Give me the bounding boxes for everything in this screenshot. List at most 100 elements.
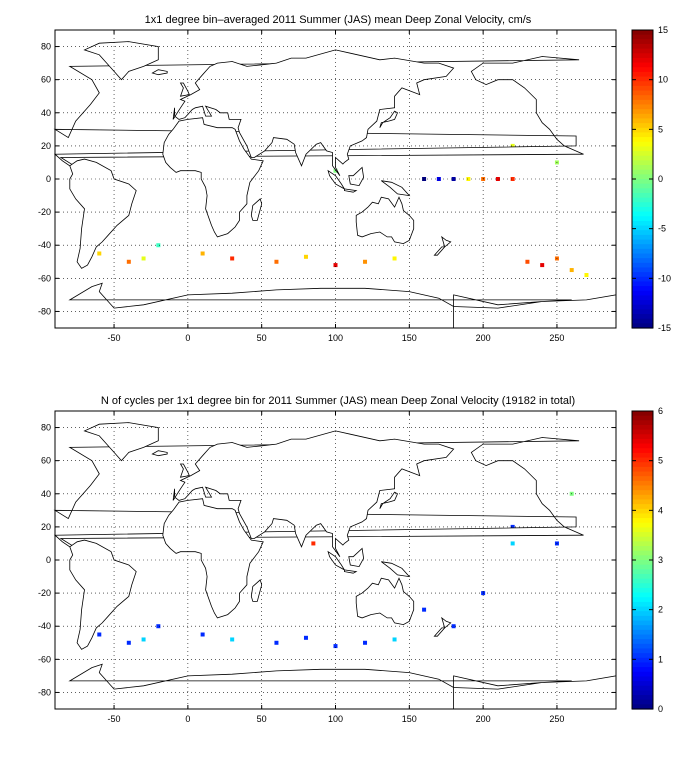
colorbar-segment: [632, 518, 653, 524]
data-cell: [510, 524, 515, 529]
colorbar-segment: [632, 95, 653, 101]
data-cell: [141, 637, 146, 642]
data-cell: [230, 637, 235, 642]
colorbar-segment: [632, 188, 653, 194]
colorbar-segment: [632, 211, 653, 217]
colorbar-segment: [632, 508, 653, 515]
y-tick-label: 0: [46, 555, 51, 565]
colorbar-segment: [632, 113, 653, 120]
colorbar-segment: [632, 420, 653, 426]
top-chart-title: 1x1 degree bin–averaged 2011 Summer (JAS…: [145, 14, 532, 26]
colorbar-segment: [632, 671, 653, 678]
x-tick-label: 0: [185, 714, 190, 724]
colorbar-segment: [632, 611, 653, 617]
colorbar-segment: [632, 141, 653, 148]
x-tick-label: 100: [328, 333, 343, 343]
colorbar-segment: [632, 300, 653, 306]
data-cell: [451, 177, 456, 181]
colorbar-segment: [632, 174, 653, 180]
data-cell: [436, 177, 441, 181]
colorbar-segment: [632, 309, 653, 315]
colorbar-tick-label: 1: [658, 654, 663, 664]
colorbar-segment: [632, 281, 653, 287]
data-cell: [510, 541, 515, 546]
continent-outline: [172, 49, 455, 176]
colorbar-tick-label: 10: [658, 75, 668, 85]
bottom-chart-title: N of cycles per 1x1 degree bin for 2011 …: [101, 395, 575, 407]
colorbar-segment: [632, 695, 653, 701]
colorbar-segment: [632, 39, 653, 45]
colorbar-segment: [632, 30, 653, 36]
data-cell: [584, 273, 589, 278]
colorbar-segment: [632, 615, 653, 622]
colorbar-segment: [632, 57, 653, 64]
colorbar-segment: [632, 490, 653, 496]
data-cell: [311, 541, 316, 546]
data-cell: [540, 263, 545, 268]
continent-outline: [162, 498, 264, 619]
colorbar-segment: [632, 583, 653, 589]
colorbar-segment: [632, 262, 653, 269]
colorbar-segment: [632, 555, 653, 561]
colorbar-tick-label: 6: [658, 406, 663, 416]
colorbar-segment: [632, 81, 653, 87]
colorbar-segment: [632, 643, 653, 650]
colorbar-segment: [632, 587, 653, 594]
data-cell: [156, 624, 161, 629]
colorbar-segment: [632, 165, 653, 171]
colorbar-segment: [632, 253, 653, 259]
continent-outline: [433, 616, 452, 637]
colorbar-tick-label: 0: [658, 704, 663, 714]
y-tick-label: 40: [41, 489, 51, 499]
colorbar-segment: [632, 34, 653, 40]
continent-outline: [68, 663, 617, 710]
colorbar-segment: [632, 522, 653, 529]
colorbar-segment: [632, 573, 653, 580]
data-cell: [97, 251, 102, 256]
continent-outline: [179, 82, 190, 97]
colorbar-segment: [632, 53, 653, 59]
colorbar-segment: [632, 476, 653, 482]
continent-outline: [69, 158, 137, 269]
x-tick-label: -50: [108, 714, 121, 724]
colorbar-segment: [632, 625, 653, 631]
colorbar-segment: [632, 424, 653, 431]
y-tick-label: -20: [38, 588, 51, 598]
continent-outline: [69, 539, 137, 650]
colorbar-segment: [632, 169, 653, 175]
y-tick-label: 80: [41, 423, 51, 433]
data-cell: [126, 640, 131, 645]
continent-outline: [379, 110, 399, 128]
data-cell: [274, 640, 279, 645]
data-cell: [525, 259, 530, 264]
colorbar-segment: [632, 541, 653, 547]
x-tick-label: 200: [476, 333, 491, 343]
colorbar-segment: [632, 597, 653, 603]
continent-outline: [179, 463, 190, 478]
colorbar-segment: [632, 592, 653, 598]
colorbar-segment: [632, 550, 653, 556]
y-tick-label: -40: [38, 621, 51, 631]
colorbar-segment: [632, 267, 653, 273]
colorbar-segment: [632, 295, 653, 301]
continent-outline: [250, 198, 263, 221]
continent-outline: [379, 491, 399, 509]
colorbar-segment: [632, 323, 653, 329]
colorbar-segment: [632, 466, 653, 473]
continent-outline: [381, 180, 411, 197]
data-cell: [451, 624, 456, 629]
colorbar-segment: [632, 239, 653, 245]
continent-outline: [433, 235, 452, 256]
y-tick-label: 20: [41, 522, 51, 532]
x-tick-label: 150: [402, 714, 417, 724]
colorbar-segment: [632, 109, 653, 115]
colorbar-segment: [632, 258, 653, 264]
colorbar-segment: [632, 480, 653, 487]
colorbar-segment: [632, 314, 653, 320]
colorbar-segment: [632, 62, 653, 68]
y-tick-label: 20: [41, 141, 51, 151]
colorbar-tick-label: 4: [658, 505, 663, 515]
data-cell: [363, 640, 368, 645]
x-tick-label: -50: [108, 333, 121, 343]
colorbar-segment: [632, 452, 653, 459]
